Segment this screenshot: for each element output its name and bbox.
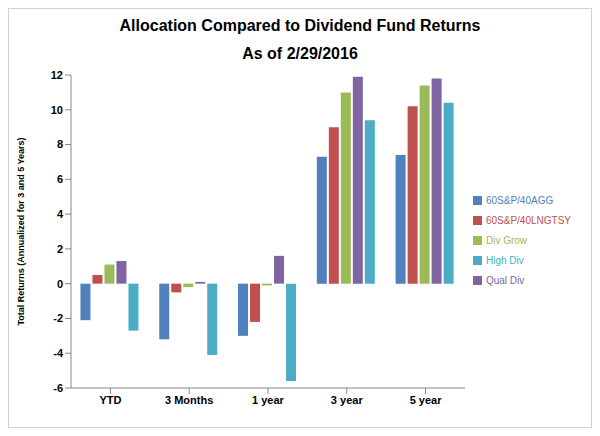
- svg-text:3 year: 3 year: [331, 394, 364, 406]
- svg-text:2: 2: [57, 243, 63, 255]
- svg-text:0: 0: [57, 278, 63, 290]
- html-text:Div Grow: Div Grow: [486, 234, 528, 246]
- html-text:60S&P/40AGG: 60S&P/40AGG: [486, 194, 554, 206]
- svg-text:3 Months: 3 Months: [165, 394, 213, 406]
- svg-text:Total Returns (Annualized for: Total Returns (Annualized for 3 and 5 Ye…: [16, 137, 26, 325]
- svg-text:-6: -6: [53, 382, 63, 394]
- svg-text:6: 6: [57, 173, 63, 185]
- svg-text:4: 4: [57, 208, 64, 220]
- svg-text:12: 12: [51, 69, 63, 81]
- svg-text:8: 8: [57, 138, 63, 150]
- svg-text:-4: -4: [53, 347, 64, 359]
- svg-text:10: 10: [51, 104, 63, 116]
- html-text:Allocation Compared to Dividen: Allocation Compared to Dividend Fund Ret…: [119, 17, 481, 34]
- svg-text:YTD: YTD: [99, 394, 121, 406]
- html-text:60S&P/40LNGTSY: 60S&P/40LNGTSY: [486, 214, 571, 226]
- svg-text:-2: -2: [53, 312, 63, 324]
- svg-text:5 year: 5 year: [410, 394, 443, 406]
- html-text:High Div: High Div: [486, 254, 524, 266]
- html-text:As of 2/29/2016: As of 2/29/2016: [242, 45, 358, 62]
- html-text:Qual Div: Qual Div: [486, 274, 525, 286]
- svg-text:1 year: 1 year: [252, 394, 285, 406]
